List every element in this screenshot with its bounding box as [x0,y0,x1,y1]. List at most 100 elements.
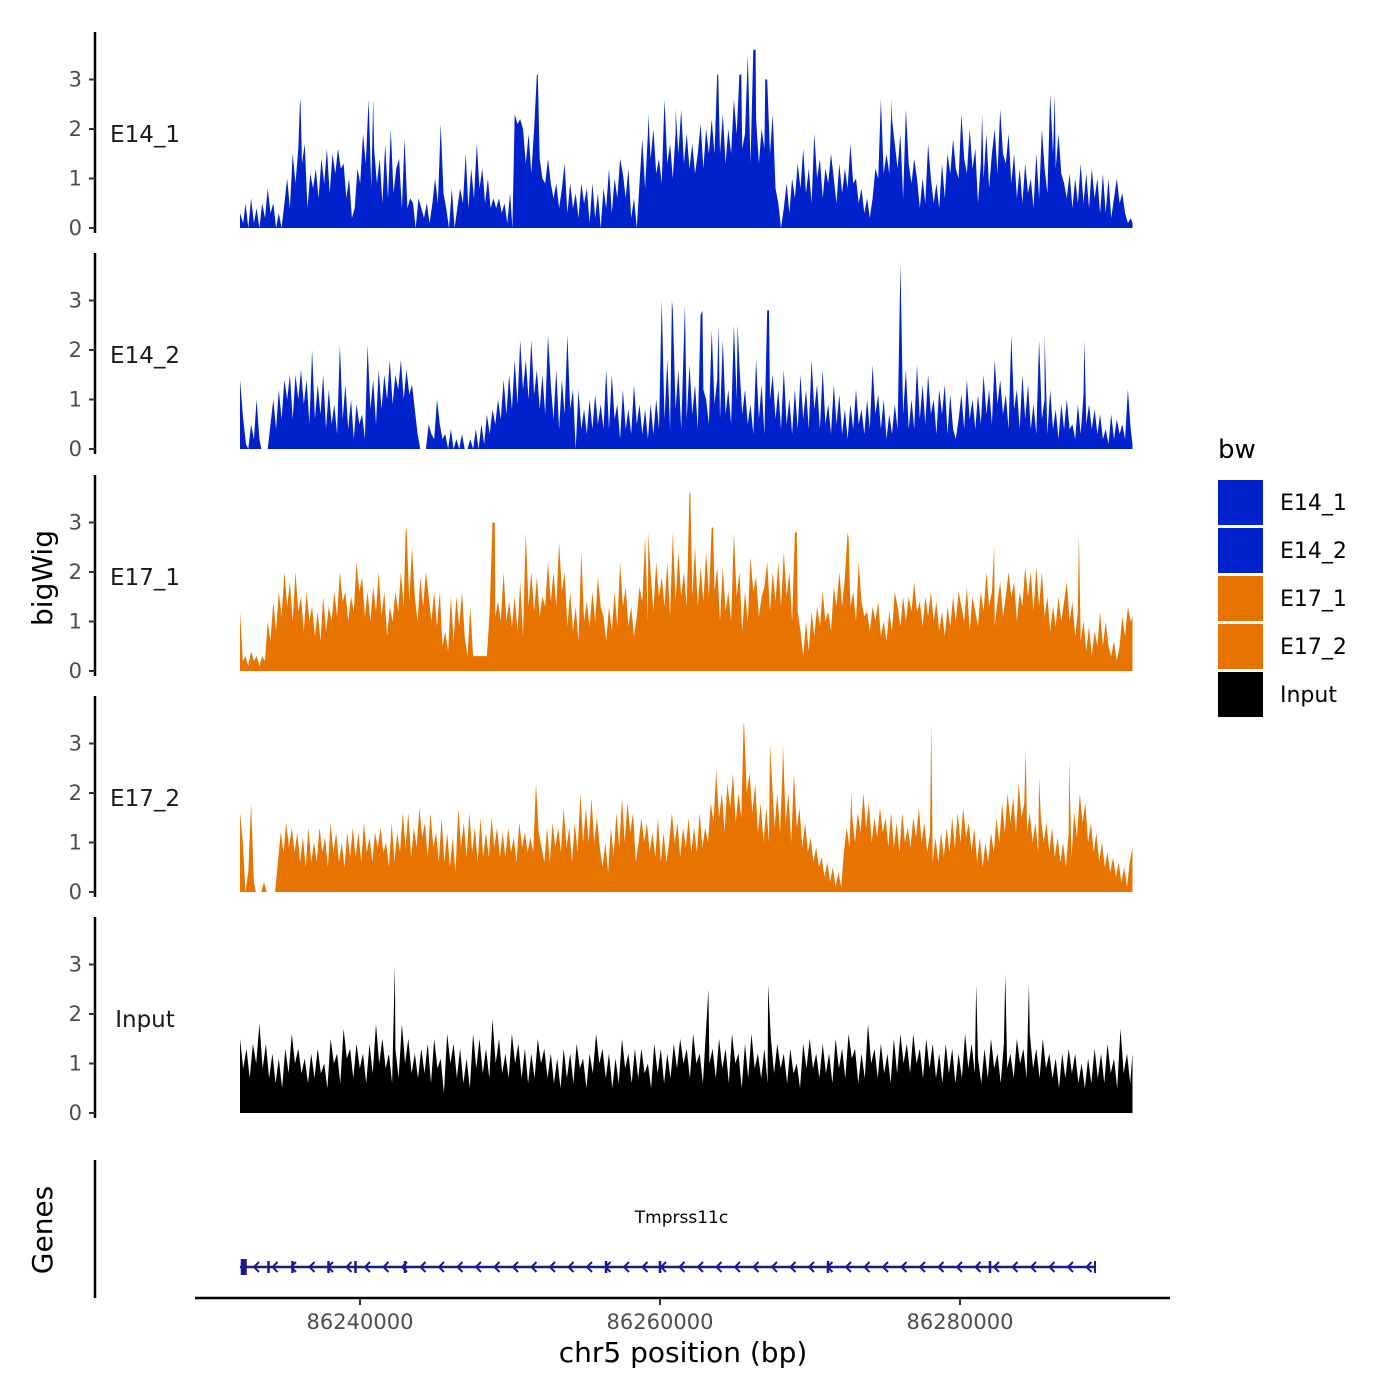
strand-arrow [752,1261,760,1273]
legend-item-E14_2: E14_2 [1218,528,1347,573]
strand-arrow [937,1261,945,1273]
strand-arrow [419,1261,427,1273]
strand-arrow [1085,1261,1093,1273]
strand-arrow [1029,1261,1037,1273]
y-tick-label: 1 [69,167,82,191]
strand-arrow [770,1261,778,1273]
strand-arrow [900,1261,908,1273]
strand-arrow [511,1261,519,1273]
y-tick-label: 2 [69,117,82,141]
y-axis-title: bigWig [26,530,59,626]
y-tick-label: 3 [69,732,82,756]
legend: bw E14_1 E14_2 E17_1 E17_2 Input [1218,435,1347,717]
y-tick-label: 2 [69,338,82,362]
strand-arrow [345,1261,353,1273]
gene-exon [240,1259,247,1275]
y-tick-label: 0 [69,1101,82,1125]
legend-title: bw [1218,435,1256,465]
gene-exon [291,1261,294,1273]
y-tick-label: 0 [69,437,82,461]
strand-arrow [974,1261,982,1273]
gene-exon [988,1261,992,1273]
strand-arrow [289,1261,297,1273]
legend-label: E17_1 [1280,587,1347,612]
strand-arrow [363,1261,371,1273]
legend-item-E17_2: E17_2 [1218,624,1347,669]
y-tick-label: 0 [69,880,82,904]
track-Input: 0 1 2 3 Input [69,917,1133,1125]
strand-arrow [382,1261,390,1273]
y-tick-label: 1 [69,388,82,412]
y-tick-label: 2 [69,560,82,584]
gene-exon [604,1261,608,1273]
strand-arrow [844,1261,852,1273]
y-tick-label: 2 [69,1002,82,1026]
x-tick-label: 86260000 [607,1310,714,1334]
track-label: E17_2 [110,786,180,812]
legend-label: Input [1280,683,1337,708]
strand-arrow [530,1261,538,1273]
track-E17_2: 0 1 2 3 E17_2 [69,696,1133,904]
y-tick-label: 3 [69,953,82,977]
y-tick-label: 1 [69,1052,82,1076]
strand-arrow [641,1261,649,1273]
gene-exon [826,1261,830,1273]
strand-arrow [548,1261,556,1273]
legend-swatch [1218,480,1263,525]
strand-arrow [456,1261,464,1273]
strand-arrow [696,1261,704,1273]
y-tick-label: 0 [69,216,82,240]
genes-axis-title: Genes [26,1186,59,1274]
y-tick-label: 0 [69,659,82,683]
x-tick-label: 86280000 [907,1310,1014,1334]
legend-item-E17_1: E17_1 [1218,576,1347,621]
signal-tracks: 0 1 2 3 E14_1 0 1 2 3 E14_2 0 1 2 3 E17_1 0 1 2 3 E17_2 0 1 2 3… [69,32,1133,1125]
x-axis-title: chr5 position (bp) [559,1336,808,1369]
gene-label: Tmprss11c [634,1208,728,1228]
strand-arrow [807,1261,815,1273]
strand-arrow [1048,1261,1056,1273]
strand-arrow [271,1261,279,1273]
track-label: E14_2 [110,343,180,369]
y-tick-label: 1 [69,831,82,855]
signal-area-Input [240,964,1133,1113]
strand-arrow [733,1261,741,1273]
signal-area-E14_1 [240,49,1133,228]
x-axis: 86240000 86260000 86280000 [195,1296,1170,1334]
legend-swatch [1218,576,1263,621]
track-label: E14_1 [110,122,180,148]
track-label: Input [115,1007,175,1033]
legend-swatch [1218,624,1263,669]
legend-item-E14_1: E14_1 [1218,480,1347,525]
track-E14_2: 0 1 2 3 E14_2 [69,253,1133,461]
strand-arrow [678,1261,686,1273]
strand-arrow [955,1261,963,1273]
strand-arrow [308,1261,316,1273]
legend-label: E14_1 [1280,491,1347,516]
legend-swatch [1218,528,1263,573]
y-tick-label: 3 [69,511,82,535]
gene-exon [354,1261,357,1273]
signal-area-E17_1 [240,492,1133,671]
gene-exon [327,1261,330,1273]
strand-arrow [567,1261,575,1273]
gene-exon [267,1261,270,1273]
strand-arrow [437,1261,445,1273]
strand-arrow [715,1261,723,1273]
strand-arrow [493,1261,501,1273]
y-tick-label: 1 [69,610,82,634]
track-label: E17_1 [110,565,180,591]
strand-arrow [789,1261,797,1273]
legend-swatch [1218,672,1263,717]
x-tick-label: 86240000 [307,1310,414,1334]
strand-arrow [585,1261,593,1273]
strand-arrow [992,1261,1000,1273]
track-E14_1: 0 1 2 3 E14_1 [69,32,1133,240]
legend-item-Input: Input [1218,672,1337,717]
y-tick-label: 3 [69,289,82,313]
gene-track: Tmprss11c [93,1160,1096,1298]
y-tick-label: 2 [69,781,82,805]
y-tick-label: 3 [69,68,82,92]
strand-arrow [252,1261,260,1273]
